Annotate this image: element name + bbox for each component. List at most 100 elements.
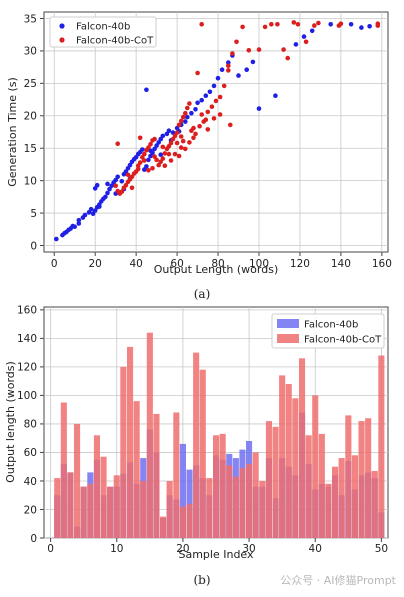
data-point-falcon-40b-cot	[129, 185, 135, 191]
data-point-falcon-40b-cot	[213, 98, 219, 104]
bar-falcon-40b-cot	[133, 401, 140, 538]
data-point-falcon-40b-cot	[123, 182, 129, 188]
bar-falcon-40b-cot	[272, 426, 279, 538]
data-point-falcon-40b-cot	[316, 20, 321, 26]
bar-falcon-40b-cot	[166, 481, 173, 538]
y-tick-label: 60	[24, 447, 37, 459]
data-point-falcon-40b-cot	[211, 116, 217, 121]
data-point-falcon-40b	[236, 73, 241, 78]
y-tick-label: 20	[24, 111, 37, 123]
y-tick-label: 25	[24, 78, 37, 90]
data-point-falcon-40b-cot	[137, 135, 143, 141]
data-point-falcon-40b-cot	[172, 151, 178, 157]
watermark: 公众号 · AI修猫Prompt	[280, 573, 396, 587]
data-point-falcon-40b	[76, 217, 82, 223]
data-point-falcon-40b	[107, 186, 112, 192]
data-point-falcon-40b	[211, 83, 217, 89]
data-point-falcon-40b-cot	[281, 47, 286, 52]
data-point-falcon-40b-cot	[178, 145, 184, 150]
data-point-falcon-40b	[94, 182, 100, 188]
y-tick-label: 20	[24, 504, 37, 516]
x-tick-label: 0	[47, 543, 54, 555]
data-point-falcon-40b	[219, 67, 225, 72]
data-point-falcon-40b	[166, 128, 172, 133]
data-point-falcon-40b-cot	[160, 144, 166, 150]
grid-a	[44, 12, 388, 252]
data-point-falcon-40b-cot	[295, 22, 301, 27]
bar-falcon-40b-cot	[365, 418, 372, 538]
bar-falcon-40b-cot	[93, 435, 100, 538]
data-point-falcon-40b-cot	[187, 101, 192, 106]
data-point-falcon-40b	[146, 157, 151, 163]
data-point-falcon-40b-cot	[146, 168, 151, 173]
data-point-falcon-40b	[256, 106, 262, 111]
data-point-falcon-40b	[193, 107, 198, 112]
x-tick-label: 160	[372, 258, 392, 270]
data-point-falcon-40b-cot	[338, 21, 344, 27]
y-axis-label-a: Generation Time (s)	[6, 77, 19, 187]
data-point-falcon-40b-cot	[162, 163, 168, 168]
x-tick-label: 60	[170, 258, 183, 270]
data-point-falcon-40b-cot	[156, 162, 161, 168]
bar-falcon-40b-cot	[160, 516, 167, 538]
bar-falcon-40b-cot	[285, 384, 292, 538]
x-axis-label-a: Output Length (words)	[154, 263, 279, 276]
data-point-falcon-40b	[195, 100, 200, 106]
bar-falcon-40b-cot	[279, 375, 286, 538]
data-point-falcon-40b	[156, 140, 161, 145]
legend-box-a	[49, 16, 157, 48]
caption-a: (a)	[194, 287, 211, 301]
data-point-falcon-40b	[215, 75, 221, 81]
data-point-falcon-40b-cot	[172, 133, 178, 139]
bar-falcon-40b-cot	[226, 465, 233, 538]
x-tick-label: 30	[242, 543, 255, 555]
data-point-falcon-40b	[140, 147, 145, 152]
data-point-falcon-40b-cot	[312, 23, 317, 28]
bar-falcon-40b-cot	[305, 435, 312, 538]
data-point-falcon-40b-cot	[195, 70, 200, 76]
data-point-falcon-40b-cot	[203, 117, 209, 122]
data-point-falcon-40b-cot	[162, 151, 168, 156]
x-tick-label: 50	[375, 543, 388, 555]
y-tick-label: 10	[24, 175, 37, 187]
data-point-falcon-40b-cot	[269, 22, 274, 27]
bar-falcon-40b-cot	[140, 481, 147, 538]
data-point-falcon-40b-cot	[135, 166, 141, 172]
legend-label-falcon-40b-b: Falcon-40b	[304, 320, 358, 331]
data-point-falcon-40b-cot	[262, 24, 268, 30]
y-tick-label: 80	[24, 419, 37, 431]
data-point-falcon-40b-cot	[230, 51, 235, 56]
data-point-falcon-40b-cot	[285, 55, 291, 61]
bar-falcon-40b-cot	[219, 433, 226, 538]
data-point-falcon-40b-cot	[148, 142, 153, 147]
bar-falcon-40b-cot	[153, 413, 160, 538]
data-point-falcon-40b-cot	[160, 156, 166, 161]
data-point-falcon-40b-cot	[183, 110, 188, 116]
bar-falcon-40b-cot	[127, 346, 134, 538]
bar-falcon-40b-cot	[193, 352, 200, 538]
data-point-falcon-40b	[301, 34, 307, 39]
data-point-falcon-40b	[82, 212, 88, 218]
data-point-falcon-40b-cot	[152, 136, 157, 142]
data-point-falcon-40b-cot	[205, 109, 211, 115]
data-point-falcon-40b-cot	[199, 22, 204, 27]
y-tick-label: 0	[30, 533, 37, 545]
data-point-falcon-40b-cot	[217, 112, 223, 117]
data-point-falcon-40b-cot	[129, 174, 135, 180]
data-point-falcon-40b-cot	[375, 21, 381, 27]
legend-b: Falcon-40b Falcon-40b-CoT	[271, 313, 385, 349]
data-point-falcon-40b-cot	[191, 125, 196, 131]
bar-falcon-40b-cot	[213, 435, 220, 538]
data-point-falcon-40b-cot	[166, 151, 172, 157]
legend-marker-falcon-40b	[59, 23, 65, 29]
x-tick-label: 140	[331, 258, 351, 270]
data-point-falcon-40b-cot	[119, 189, 125, 194]
data-point-falcon-40b-cot	[142, 158, 147, 163]
data-point-falcon-40b	[207, 89, 213, 95]
data-point-falcon-40b-cot	[193, 131, 198, 137]
data-point-falcon-40b-cot	[115, 141, 120, 146]
bar-falcon-40b-cot	[206, 478, 213, 538]
data-point-falcon-40b-cot	[303, 39, 309, 45]
data-point-falcon-40b	[127, 162, 133, 168]
bar-falcon-40b-cot	[60, 402, 67, 538]
